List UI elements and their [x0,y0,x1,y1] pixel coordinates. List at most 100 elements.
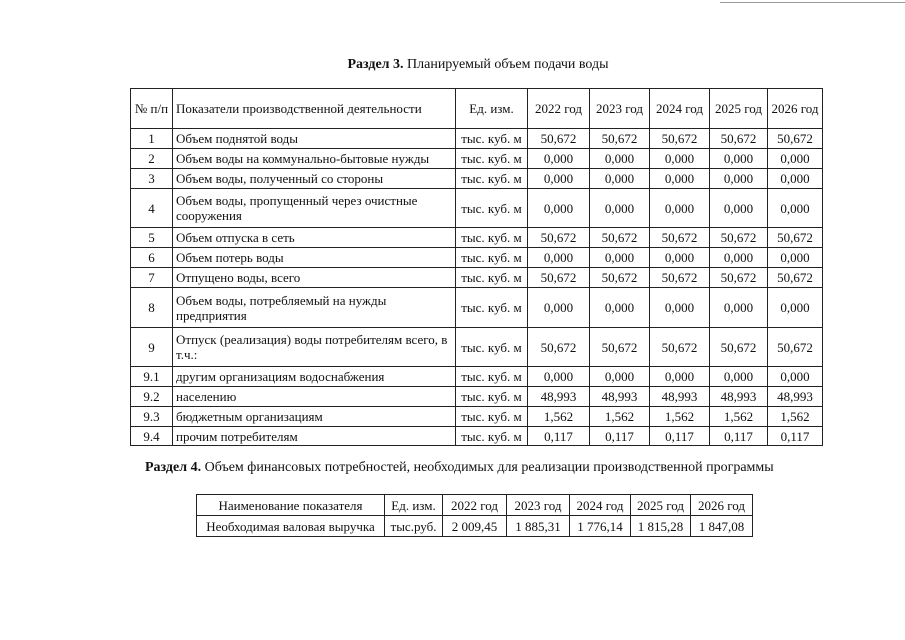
row-value: 0,117 [649,426,710,446]
row-value: 0,000 [527,168,590,189]
row-unit: тыс. куб. м [455,267,528,288]
header-year: 2025 год [709,88,768,129]
row-number: 3 [130,168,173,189]
row-value: 50,672 [649,267,710,288]
row-value: 0,000 [767,247,823,268]
row-unit: тыс. куб. м [455,426,528,446]
header-cell: 2026 год [690,494,753,516]
cell: Необходимая валовая выручка [196,515,385,537]
table-row: 5 Объем отпуска в сеть тыс. куб. м 50,672 50… [130,227,823,248]
section3-title-bold: Раздел 3. [347,57,404,72]
header-cell: Наименование показателя [196,494,385,516]
row-value: 50,672 [589,227,650,248]
water-supply-table: № п/п Показатели производственной деятел… [130,88,823,446]
row-value: 0,000 [767,366,823,387]
row-value: 0,000 [649,168,710,189]
header-year: 2023 год [589,88,650,129]
row-number: 9.2 [130,386,173,407]
cell: 2 009,45 [442,515,507,537]
row-value: 50,672 [709,227,768,248]
table-row: 2 Объем воды на коммунально-бытовые нужды… [130,148,823,169]
table-row: 4 Объем воды, пропущенный через очистные … [130,188,823,228]
cell: 1 885,31 [506,515,570,537]
row-value: 1,562 [649,406,710,427]
row-value: 0,117 [589,426,650,446]
row-indicator: населению [172,386,456,407]
row-unit: тыс. куб. м [455,366,528,387]
row-indicator: Объем воды, пропущенный через очистные с… [172,188,456,228]
row-number: 5 [130,227,173,248]
row-indicator: Объем отпуска в сеть [172,227,456,248]
row-value: 0,000 [589,148,650,169]
row-value: 1,562 [527,406,590,427]
row-indicator: Объем потерь воды [172,247,456,268]
row-indicator: Объем воды на коммунально-бытовые нужды [172,148,456,169]
row-indicator: бюджетным организациям [172,406,456,427]
cell: 1 776,14 [569,515,631,537]
row-value: 50,672 [527,227,590,248]
row-unit: тыс. куб. м [455,168,528,189]
row-value: 50,672 [649,327,710,367]
row-value: 0,117 [767,426,823,446]
row-unit: тыс. куб. м [455,148,528,169]
row-indicator: Объем воды, полученный со стороны [172,168,456,189]
row-value: 0,000 [527,366,590,387]
header-year: 2026 год [767,88,823,129]
header-cell: 2025 год [630,494,691,516]
table-row: 9.3 бюджетным организациям тыс. куб. м 1,56… [130,406,823,427]
row-number: 8 [130,287,173,328]
row-value: 48,993 [767,386,823,407]
row-indicator: Объем воды, потребляемый на нужды предпр… [172,287,456,328]
row-value: 50,672 [649,128,710,149]
row-value: 0,000 [709,366,768,387]
header-cell: Ед. изм. [384,494,443,516]
row-number: 1 [130,128,173,149]
row-value: 50,672 [589,267,650,288]
row-value: 0,000 [649,247,710,268]
row-value: 0,000 [527,148,590,169]
row-value: 0,000 [527,247,590,268]
row-indicator: Отпуск (реализация) воды потребителям вс… [172,327,456,367]
row-value: 50,672 [589,327,650,367]
row-value: 0,000 [709,168,768,189]
header-cell: 2023 год [506,494,570,516]
row-unit: тыс. куб. м [455,227,528,248]
header-indicator: Показатели производственной деятельности [172,88,456,129]
row-value: 50,672 [767,327,823,367]
row-value: 0,000 [589,366,650,387]
row-value: 50,672 [767,128,823,149]
row-value: 48,993 [527,386,590,407]
row-number: 9.1 [130,366,173,387]
row-value: 0,000 [589,247,650,268]
row-value: 50,672 [589,128,650,149]
page-edge-line [720,2,905,3]
row-value: 0,000 [649,287,710,328]
table-row: 8 Объем воды, потребляемый на нужды предп… [130,287,823,328]
row-number: 4 [130,188,173,228]
cell: 1 815,28 [630,515,691,537]
row-unit: тыс. куб. м [455,287,528,328]
row-value: 0,117 [709,426,768,446]
table-row: 1 Объем поднятой воды тыс. куб. м 50,672 50,… [130,128,823,149]
header-unit: Ед. изм. [455,88,528,129]
row-value: 0,000 [767,148,823,169]
section4-title-bold: Раздел 4. [145,460,202,475]
section4-title-text: Объем финансовых потребностей, необходим… [201,460,774,475]
row-value: 50,672 [709,327,768,367]
row-value: 0,000 [649,148,710,169]
row-value: 50,672 [649,227,710,248]
row-value: 0,000 [649,366,710,387]
row-value: 0,000 [767,168,823,189]
row-value: 50,672 [527,128,590,149]
header-cell: 2022 год [442,494,507,516]
row-value: 48,993 [709,386,768,407]
row-value: 50,672 [527,267,590,288]
header-year: 2022 год [527,88,590,129]
row-number: 6 [130,247,173,268]
row-value: 0,117 [527,426,590,446]
row-value: 0,000 [709,247,768,268]
row-number: 2 [130,148,173,169]
header-num: № п/п [130,88,173,129]
row-number: 9 [130,327,173,367]
row-value: 0,000 [709,188,768,228]
